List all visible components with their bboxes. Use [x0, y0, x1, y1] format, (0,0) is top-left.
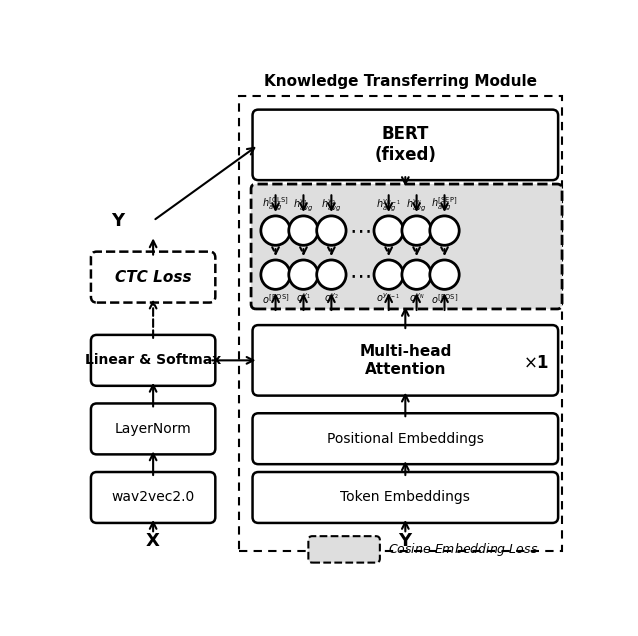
Text: Linear & Softmax: Linear & Softmax: [85, 354, 221, 368]
Text: $\cdots$: $\cdots$: [350, 221, 371, 240]
Text: Multi-head
Attention: Multi-head Attention: [359, 344, 452, 377]
Text: $o^{y_2}$: $o^{y_2}$: [324, 292, 339, 304]
Text: $h_{avg}^{[\mathrm{CLS}]}$: $h_{avg}^{[\mathrm{CLS}]}$: [262, 196, 289, 214]
FancyBboxPatch shape: [91, 472, 215, 523]
FancyBboxPatch shape: [253, 472, 558, 523]
Circle shape: [316, 260, 346, 289]
Text: Knowledge Transferring Module: Knowledge Transferring Module: [264, 74, 537, 89]
Text: $\mathbf{Y}$: $\mathbf{Y}$: [397, 532, 413, 550]
Text: $o^{y_1}$: $o^{y_1}$: [296, 292, 311, 304]
Circle shape: [289, 260, 318, 289]
Text: $o^{y_{N-1}}$: $o^{y_{N-1}}$: [376, 292, 401, 304]
Text: $h_{avg}^{y_N}$: $h_{avg}^{y_N}$: [406, 197, 427, 214]
Text: wav2vec2.0: wav2vec2.0: [112, 490, 195, 504]
Circle shape: [289, 216, 318, 245]
FancyBboxPatch shape: [91, 403, 215, 454]
Text: Token Embeddings: Token Embeddings: [341, 490, 470, 504]
Circle shape: [430, 260, 459, 289]
Circle shape: [402, 260, 431, 289]
Text: CTC Loss: CTC Loss: [115, 270, 191, 284]
Text: $\mathbf{X}$: $\mathbf{X}$: [145, 532, 161, 550]
Circle shape: [430, 216, 459, 245]
Text: $\mathbf{Y}$: $\mathbf{Y}$: [111, 212, 126, 230]
Circle shape: [261, 216, 290, 245]
Circle shape: [374, 216, 403, 245]
Text: Positional Embeddings: Positional Embeddings: [327, 432, 484, 446]
Text: $h_{avg}^{y_1}$: $h_{avg}^{y_1}$: [293, 197, 314, 214]
Text: BERT
(fixed): BERT (fixed): [375, 125, 436, 164]
Text: LayerNorm: LayerNorm: [115, 422, 191, 436]
Circle shape: [402, 216, 431, 245]
Circle shape: [316, 216, 346, 245]
FancyBboxPatch shape: [253, 325, 558, 396]
Text: $o^{[\mathrm{BOS}]}$: $o^{[\mathrm{BOS}]}$: [262, 292, 290, 305]
Text: $o^{[\mathrm{EOS}]}$: $o^{[\mathrm{EOS}]}$: [431, 292, 458, 305]
Text: $h_{avg}^{[\mathrm{SEP}]}$: $h_{avg}^{[\mathrm{SEP}]}$: [431, 196, 457, 214]
Text: $h_{avg}^{y_2}$: $h_{avg}^{y_2}$: [321, 197, 341, 214]
FancyBboxPatch shape: [253, 109, 558, 180]
Circle shape: [261, 260, 290, 289]
FancyBboxPatch shape: [308, 536, 380, 563]
FancyBboxPatch shape: [91, 252, 215, 303]
Text: $h_{avg}^{y_{N-1}}$: $h_{avg}^{y_{N-1}}$: [376, 197, 401, 214]
FancyBboxPatch shape: [251, 184, 562, 309]
Text: $\times$1: $\times$1: [523, 354, 550, 372]
FancyBboxPatch shape: [91, 335, 215, 386]
Circle shape: [374, 260, 403, 289]
FancyBboxPatch shape: [253, 413, 558, 464]
Text: $\it{Cosine\ Embedding\ Loss}$: $\it{Cosine\ Embedding\ Loss}$: [388, 541, 538, 558]
Text: $o^{y_N}$: $o^{y_N}$: [408, 292, 424, 304]
Text: $\cdots$: $\cdots$: [350, 265, 371, 285]
